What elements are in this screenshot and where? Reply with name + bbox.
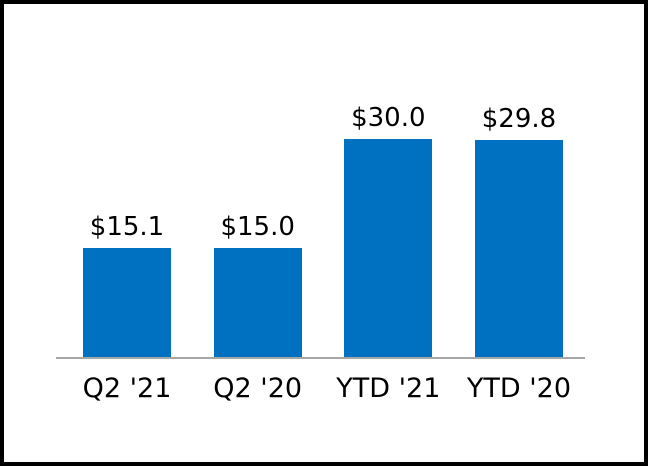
x-axis-category-label: Q2 '21 <box>82 373 172 404</box>
bar-value-label: $30.0 <box>351 102 426 133</box>
bar-group-q2-21: $15.1 Q2 '21 <box>83 4 172 404</box>
bar-group-ytd-20: $29.8 YTD '20 <box>467 4 571 404</box>
bar-value-label: $15.1 <box>89 211 165 242</box>
bar-chart: $15.1 Q2 '21 $15.0 Q2 '20 $30.0 YTD '21 … <box>56 4 585 404</box>
x-axis-category-label: YTD '21 <box>336 373 441 404</box>
bar-q2-21 <box>83 248 171 358</box>
bar-value-label: $15.0 <box>220 211 295 242</box>
x-axis-category-label: Q2 '20 <box>213 373 303 404</box>
bar-group-ytd-21: $30.0 YTD '21 <box>336 4 440 404</box>
bar-ytd-20 <box>474 140 563 358</box>
bar-value-label: $29.8 <box>481 103 557 134</box>
x-axis-category-label: YTD '20 <box>466 373 572 404</box>
x-axis-line <box>56 357 585 359</box>
bar-ytd-21 <box>344 139 433 358</box>
bar-q2-20 <box>213 248 302 358</box>
bar-group-q2-20: $15.0 Q2 '20 <box>213 4 302 404</box>
